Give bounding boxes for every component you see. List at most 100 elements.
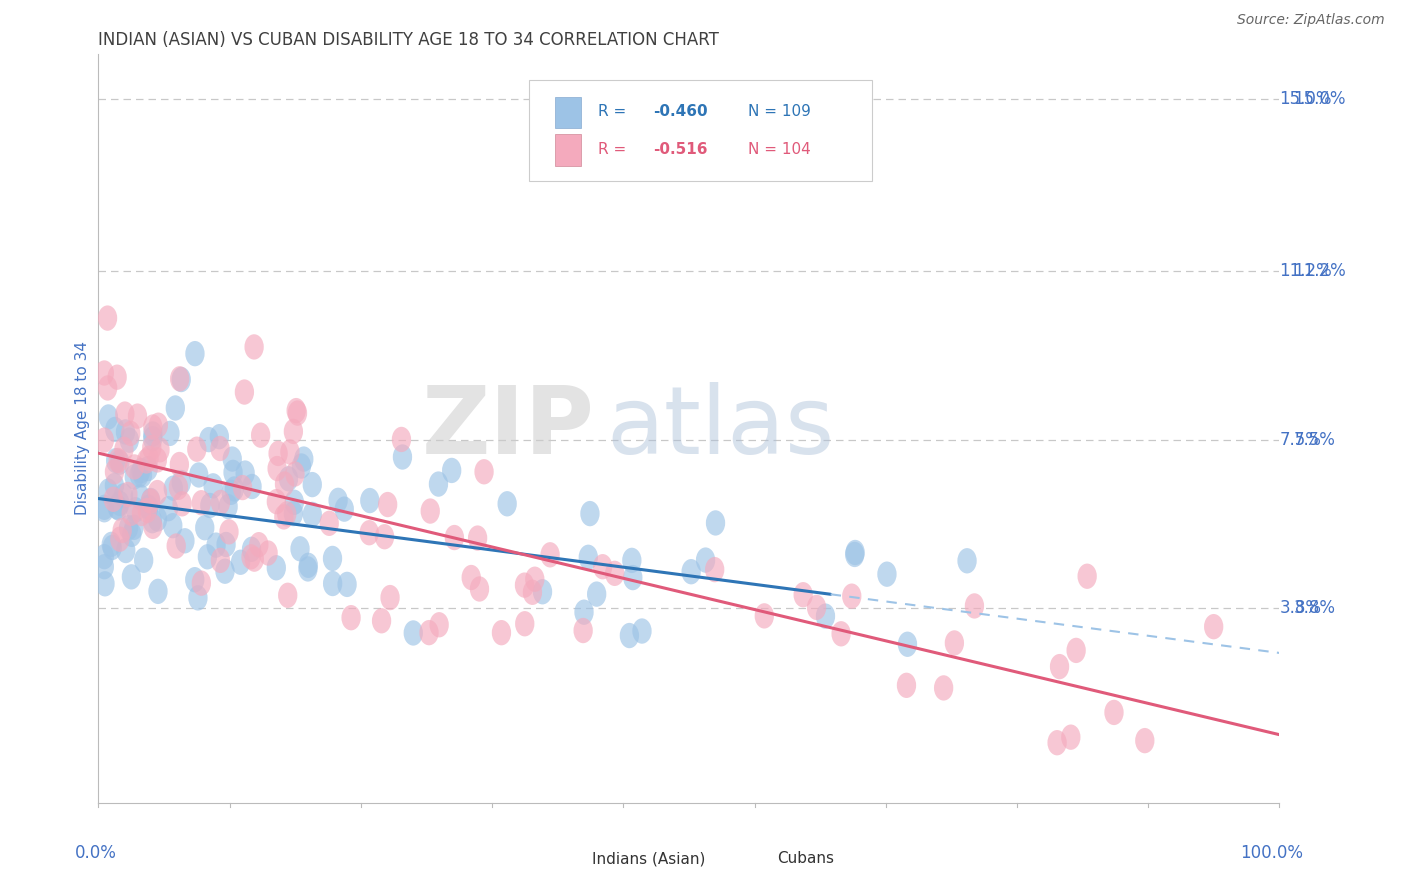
Ellipse shape (150, 437, 170, 462)
Ellipse shape (815, 604, 835, 629)
Ellipse shape (378, 491, 398, 517)
Ellipse shape (160, 421, 180, 446)
Ellipse shape (877, 561, 897, 587)
Y-axis label: Disability Age 18 to 34: Disability Age 18 to 34 (75, 341, 90, 516)
Ellipse shape (94, 495, 114, 520)
Ellipse shape (186, 341, 205, 367)
Ellipse shape (121, 421, 141, 446)
Ellipse shape (574, 618, 593, 643)
Ellipse shape (131, 458, 150, 483)
Ellipse shape (131, 484, 150, 509)
Ellipse shape (128, 403, 148, 429)
FancyBboxPatch shape (555, 97, 582, 128)
Ellipse shape (337, 572, 357, 597)
Ellipse shape (149, 412, 167, 438)
Ellipse shape (392, 444, 412, 470)
Ellipse shape (141, 488, 160, 513)
Ellipse shape (139, 495, 159, 520)
Ellipse shape (278, 582, 298, 608)
Ellipse shape (233, 475, 252, 500)
Ellipse shape (134, 548, 153, 573)
Ellipse shape (136, 449, 156, 474)
Ellipse shape (579, 545, 598, 570)
Ellipse shape (141, 489, 160, 514)
Ellipse shape (107, 365, 127, 390)
Ellipse shape (219, 519, 239, 544)
Ellipse shape (138, 498, 157, 523)
Ellipse shape (173, 491, 191, 516)
Ellipse shape (188, 462, 208, 488)
Ellipse shape (148, 480, 167, 505)
Ellipse shape (204, 473, 222, 499)
Ellipse shape (360, 488, 380, 513)
Ellipse shape (259, 541, 278, 566)
Ellipse shape (623, 565, 643, 591)
Ellipse shape (581, 501, 599, 526)
Ellipse shape (139, 445, 159, 471)
Ellipse shape (498, 491, 517, 516)
Text: R =: R = (598, 104, 631, 120)
Ellipse shape (143, 421, 163, 447)
Text: R =: R = (598, 142, 636, 157)
Text: 11.2%: 11.2% (1279, 262, 1333, 280)
Ellipse shape (1077, 564, 1097, 589)
Ellipse shape (125, 454, 143, 480)
Text: INDIAN (ASIAN) VS CUBAN DISABILITY AGE 18 TO 34 CORRELATION CHART: INDIAN (ASIAN) VS CUBAN DISABILITY AGE 1… (98, 31, 720, 49)
Text: 15.0%: 15.0% (1294, 90, 1346, 108)
Ellipse shape (148, 579, 167, 604)
Ellipse shape (280, 439, 299, 465)
Ellipse shape (329, 488, 347, 513)
Ellipse shape (1135, 728, 1154, 754)
Text: -0.460: -0.460 (654, 104, 709, 120)
Ellipse shape (278, 467, 298, 491)
Ellipse shape (429, 471, 449, 497)
Ellipse shape (176, 528, 194, 553)
Ellipse shape (267, 555, 285, 581)
Ellipse shape (291, 536, 309, 561)
Ellipse shape (335, 497, 354, 522)
Ellipse shape (211, 490, 231, 515)
Ellipse shape (755, 603, 773, 629)
Ellipse shape (897, 673, 917, 698)
Ellipse shape (94, 554, 114, 580)
Ellipse shape (139, 456, 157, 481)
Text: Source: ZipAtlas.com: Source: ZipAtlas.com (1237, 13, 1385, 28)
Ellipse shape (523, 580, 543, 605)
Ellipse shape (249, 532, 269, 558)
Ellipse shape (148, 447, 167, 473)
Ellipse shape (288, 401, 307, 425)
Ellipse shape (245, 547, 264, 572)
Ellipse shape (392, 426, 411, 452)
Ellipse shape (127, 497, 145, 523)
Ellipse shape (1067, 638, 1085, 663)
Ellipse shape (108, 448, 128, 473)
Ellipse shape (284, 418, 304, 444)
Ellipse shape (104, 487, 122, 512)
Ellipse shape (217, 532, 236, 558)
Text: 100.0%: 100.0% (1240, 844, 1303, 862)
Ellipse shape (105, 417, 125, 442)
Ellipse shape (104, 473, 124, 499)
Ellipse shape (170, 452, 188, 477)
Ellipse shape (468, 525, 488, 550)
Ellipse shape (620, 623, 640, 648)
Ellipse shape (1047, 730, 1067, 756)
Ellipse shape (218, 494, 238, 519)
Ellipse shape (242, 474, 262, 500)
Ellipse shape (110, 491, 129, 516)
Ellipse shape (211, 436, 229, 461)
Ellipse shape (105, 459, 124, 484)
Ellipse shape (129, 462, 149, 487)
Ellipse shape (605, 561, 624, 586)
Text: atlas: atlas (606, 382, 835, 475)
Text: 0.0%: 0.0% (75, 844, 117, 862)
Ellipse shape (186, 567, 204, 592)
Ellipse shape (112, 517, 132, 543)
Ellipse shape (633, 618, 651, 644)
Ellipse shape (172, 367, 191, 392)
Text: 3.8%: 3.8% (1279, 599, 1322, 616)
Ellipse shape (269, 441, 288, 467)
Ellipse shape (125, 464, 143, 490)
Ellipse shape (298, 553, 318, 578)
Ellipse shape (267, 489, 285, 515)
